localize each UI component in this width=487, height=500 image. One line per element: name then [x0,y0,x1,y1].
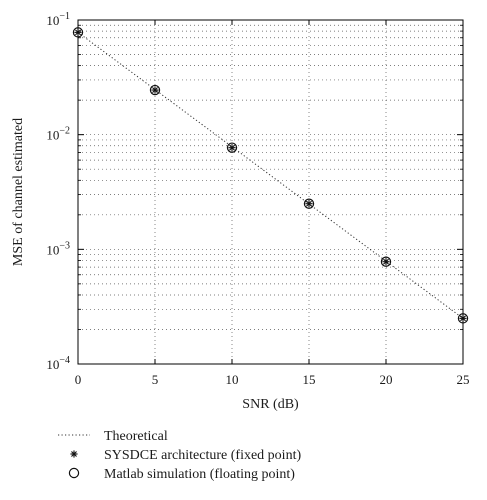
grid [78,20,463,364]
y-tick-label: 10−4 [46,355,70,372]
x-tick-label: 5 [152,372,159,387]
circle-marker [457,313,469,324]
y-tick-label: 10−1 [46,11,70,28]
asterisk-marker [459,314,467,322]
asterisk-stroke [460,315,466,322]
series-circle [72,27,469,324]
y-tick-label: 10−3 [46,240,70,257]
x-axis-label: SNR (dB) [242,397,299,412]
legend-item: Theoretical [58,429,168,444]
y-tick-base: 10 [46,13,59,28]
y-tick-base: 10 [46,357,59,372]
asterisk-marker [228,144,236,152]
asterisk-stroke [229,144,235,151]
circle-marker [72,27,84,38]
legend-label: Theoretical [104,429,168,444]
y-tick-exponent: −1 [59,11,70,22]
x-tick-label: 15 [303,372,316,387]
x-tick-label: 0 [75,372,82,387]
series [72,27,469,324]
x-tick-label: 10 [226,372,239,387]
circle-marker [303,198,315,209]
y-axis-label: MSE of channel estimated [11,118,26,266]
asterisk-stroke [75,29,81,36]
asterisk-marker [382,258,390,266]
x-tick-label: 20 [380,372,393,387]
asterisk-stroke [71,451,77,457]
asterisk-marker [305,200,313,208]
y-tick-exponent: −2 [59,126,70,137]
asterisk-marker [74,28,82,36]
y-tick-base: 10 [46,128,59,143]
y-tick-base: 10 [46,242,59,257]
x-tick-label: 25 [457,372,470,387]
circle-marker [149,84,161,96]
legend-circle-swatch [68,467,80,479]
y-tick-exponent: −4 [59,355,70,366]
legend-label: Matlab simulation (floating point) [104,467,295,482]
theoretical-line [77,31,464,319]
legend-label: SYSDCE architecture (fixed point) [104,448,301,463]
legend: Theoretical SYSDCE architecture (fixed po… [58,429,301,482]
asterisk-marker [151,86,159,94]
legend-item: SYSDCE architecture (fixed point) [70,448,301,463]
plot-frame [77,19,464,365]
y-tick-exponent: −3 [59,240,70,251]
circle-marker [380,256,392,267]
series-asterisk [74,28,467,322]
legend-item: Matlab simulation (floating point) [68,467,295,482]
series-dotted-line [77,31,464,319]
asterisk-stroke [152,87,158,93]
asterisk-stroke [306,200,312,207]
y-tick-label: 10−2 [46,126,70,143]
asterisk-stroke [383,258,389,265]
circle-marker [226,142,238,153]
